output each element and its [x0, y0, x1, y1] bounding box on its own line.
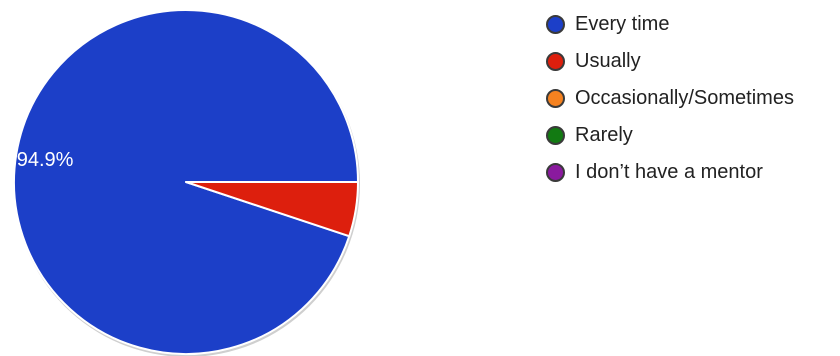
- legend-swatch-usually: [546, 52, 565, 71]
- legend-item-no-mentor: I don’t have a mentor: [546, 154, 794, 191]
- chart-legend: Every time Usually Occasionally/Sometime…: [546, 6, 794, 191]
- data-label-every-time: 94.9%: [17, 149, 74, 171]
- legend-swatch-every-time: [546, 15, 565, 34]
- pie-slice-usually: [185, 181, 359, 238]
- legend-label-every-time: Every time: [575, 13, 670, 35]
- legend-label-rarely: Rarely: [575, 124, 633, 146]
- legend-label-usually: Usually: [575, 50, 641, 72]
- legend-label-occasionally-sometimes: Occasionally/Sometimes: [575, 87, 794, 109]
- legend-item-every-time: Every time: [546, 6, 794, 43]
- legend-item-usually: Usually: [546, 43, 794, 80]
- legend-swatch-occasionally-sometimes: [546, 89, 565, 108]
- legend-swatch-rarely: [546, 126, 565, 145]
- legend-label-no-mentor: I don’t have a mentor: [575, 161, 763, 183]
- legend-item-rarely: Rarely: [546, 117, 794, 154]
- pie-chart-svg: 94.9%: [13, 9, 360, 356]
- legend-swatch-no-mentor: [546, 163, 565, 182]
- legend-item-occasionally-sometimes: Occasionally/Sometimes: [546, 80, 794, 117]
